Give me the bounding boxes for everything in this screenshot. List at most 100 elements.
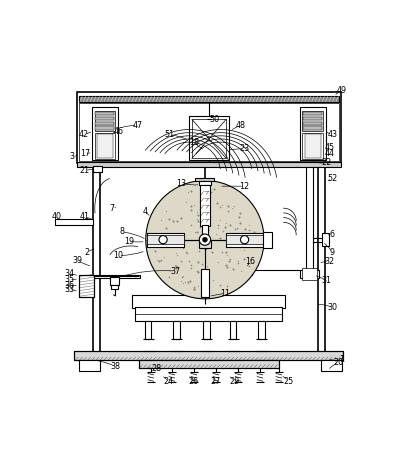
Text: 3: 3 bbox=[70, 152, 75, 162]
Bar bbox=[97, 134, 113, 158]
Text: 52: 52 bbox=[326, 174, 337, 184]
Bar bbox=[77, 92, 340, 162]
Bar bbox=[201, 225, 208, 247]
Bar bbox=[79, 360, 99, 371]
Bar bbox=[55, 218, 93, 225]
Circle shape bbox=[202, 237, 207, 242]
Bar bbox=[226, 235, 262, 244]
Text: 17: 17 bbox=[79, 149, 90, 158]
Text: 27: 27 bbox=[210, 377, 220, 386]
Circle shape bbox=[159, 235, 167, 244]
Bar bbox=[302, 133, 322, 159]
Bar bbox=[303, 126, 321, 129]
Text: 38: 38 bbox=[110, 362, 120, 371]
Bar bbox=[92, 166, 102, 172]
Text: 1: 1 bbox=[339, 355, 343, 364]
Text: 23: 23 bbox=[239, 144, 249, 153]
Bar bbox=[139, 360, 278, 368]
Circle shape bbox=[199, 234, 210, 245]
Text: 47: 47 bbox=[132, 121, 142, 130]
Text: 42: 42 bbox=[79, 130, 89, 140]
Bar bbox=[226, 233, 262, 246]
Bar bbox=[304, 134, 320, 158]
Text: 25: 25 bbox=[283, 377, 293, 386]
Text: 12: 12 bbox=[239, 182, 249, 190]
Bar bbox=[147, 235, 183, 244]
Bar bbox=[77, 162, 340, 167]
Text: 8: 8 bbox=[119, 227, 124, 236]
Bar bbox=[258, 320, 264, 339]
Bar bbox=[147, 233, 183, 246]
Text: 22: 22 bbox=[320, 158, 330, 167]
Bar bbox=[199, 180, 210, 185]
Text: 46: 46 bbox=[113, 127, 123, 136]
Bar bbox=[110, 277, 119, 285]
Bar bbox=[199, 240, 210, 247]
Text: 44: 44 bbox=[324, 149, 333, 158]
Text: 30: 30 bbox=[326, 303, 337, 312]
Bar bbox=[79, 103, 338, 161]
Bar bbox=[95, 111, 115, 131]
Text: 7: 7 bbox=[109, 204, 114, 213]
Bar bbox=[322, 233, 328, 246]
Bar bbox=[189, 116, 228, 160]
Text: 29: 29 bbox=[229, 377, 239, 386]
Bar bbox=[139, 360, 278, 368]
Text: 37: 37 bbox=[170, 267, 180, 275]
Text: 26: 26 bbox=[188, 377, 198, 386]
Bar bbox=[95, 122, 114, 125]
Circle shape bbox=[145, 180, 263, 299]
Bar bbox=[173, 320, 179, 339]
Text: 45: 45 bbox=[323, 143, 333, 152]
Bar bbox=[92, 107, 118, 160]
Text: 41: 41 bbox=[79, 212, 90, 221]
Text: 49: 49 bbox=[336, 86, 346, 95]
Bar bbox=[191, 119, 226, 158]
Bar bbox=[195, 178, 214, 181]
Text: 35: 35 bbox=[64, 275, 74, 284]
Bar bbox=[303, 122, 321, 125]
Bar bbox=[79, 274, 94, 297]
Bar bbox=[95, 112, 114, 115]
Bar bbox=[299, 107, 325, 160]
Text: 31: 31 bbox=[320, 276, 330, 285]
Bar bbox=[200, 269, 208, 297]
Text: 34: 34 bbox=[64, 269, 74, 278]
Text: 18: 18 bbox=[188, 138, 198, 146]
Text: 20: 20 bbox=[333, 358, 343, 367]
Bar bbox=[135, 308, 281, 320]
Bar bbox=[230, 320, 236, 339]
Bar bbox=[132, 295, 285, 308]
Bar bbox=[92, 274, 139, 278]
Circle shape bbox=[240, 235, 248, 244]
Bar bbox=[95, 117, 114, 120]
Bar bbox=[245, 262, 252, 275]
Text: 16: 16 bbox=[245, 257, 255, 266]
Bar bbox=[200, 185, 209, 225]
Text: 51: 51 bbox=[164, 130, 174, 140]
Text: 40: 40 bbox=[51, 212, 61, 221]
Text: 19: 19 bbox=[124, 237, 134, 246]
Text: 43: 43 bbox=[326, 130, 337, 140]
Text: 24: 24 bbox=[163, 377, 173, 386]
Bar bbox=[111, 285, 118, 289]
Text: 33: 33 bbox=[64, 285, 74, 294]
Bar bbox=[145, 320, 151, 339]
Text: 2: 2 bbox=[84, 248, 89, 257]
Bar bbox=[74, 351, 343, 360]
Text: 39: 39 bbox=[72, 256, 82, 264]
Text: 48: 48 bbox=[236, 121, 245, 130]
Bar bbox=[79, 274, 94, 297]
Bar bbox=[203, 320, 209, 339]
Text: 6: 6 bbox=[329, 230, 334, 240]
Bar bbox=[303, 117, 321, 120]
Bar bbox=[300, 269, 318, 278]
Text: 10: 10 bbox=[113, 251, 123, 260]
Bar bbox=[303, 112, 321, 115]
Text: 28: 28 bbox=[151, 364, 161, 373]
Text: 11: 11 bbox=[220, 289, 230, 297]
Text: 32: 32 bbox=[323, 257, 333, 266]
Bar bbox=[95, 126, 114, 129]
Text: 4: 4 bbox=[142, 207, 147, 216]
Text: 13: 13 bbox=[176, 179, 186, 188]
